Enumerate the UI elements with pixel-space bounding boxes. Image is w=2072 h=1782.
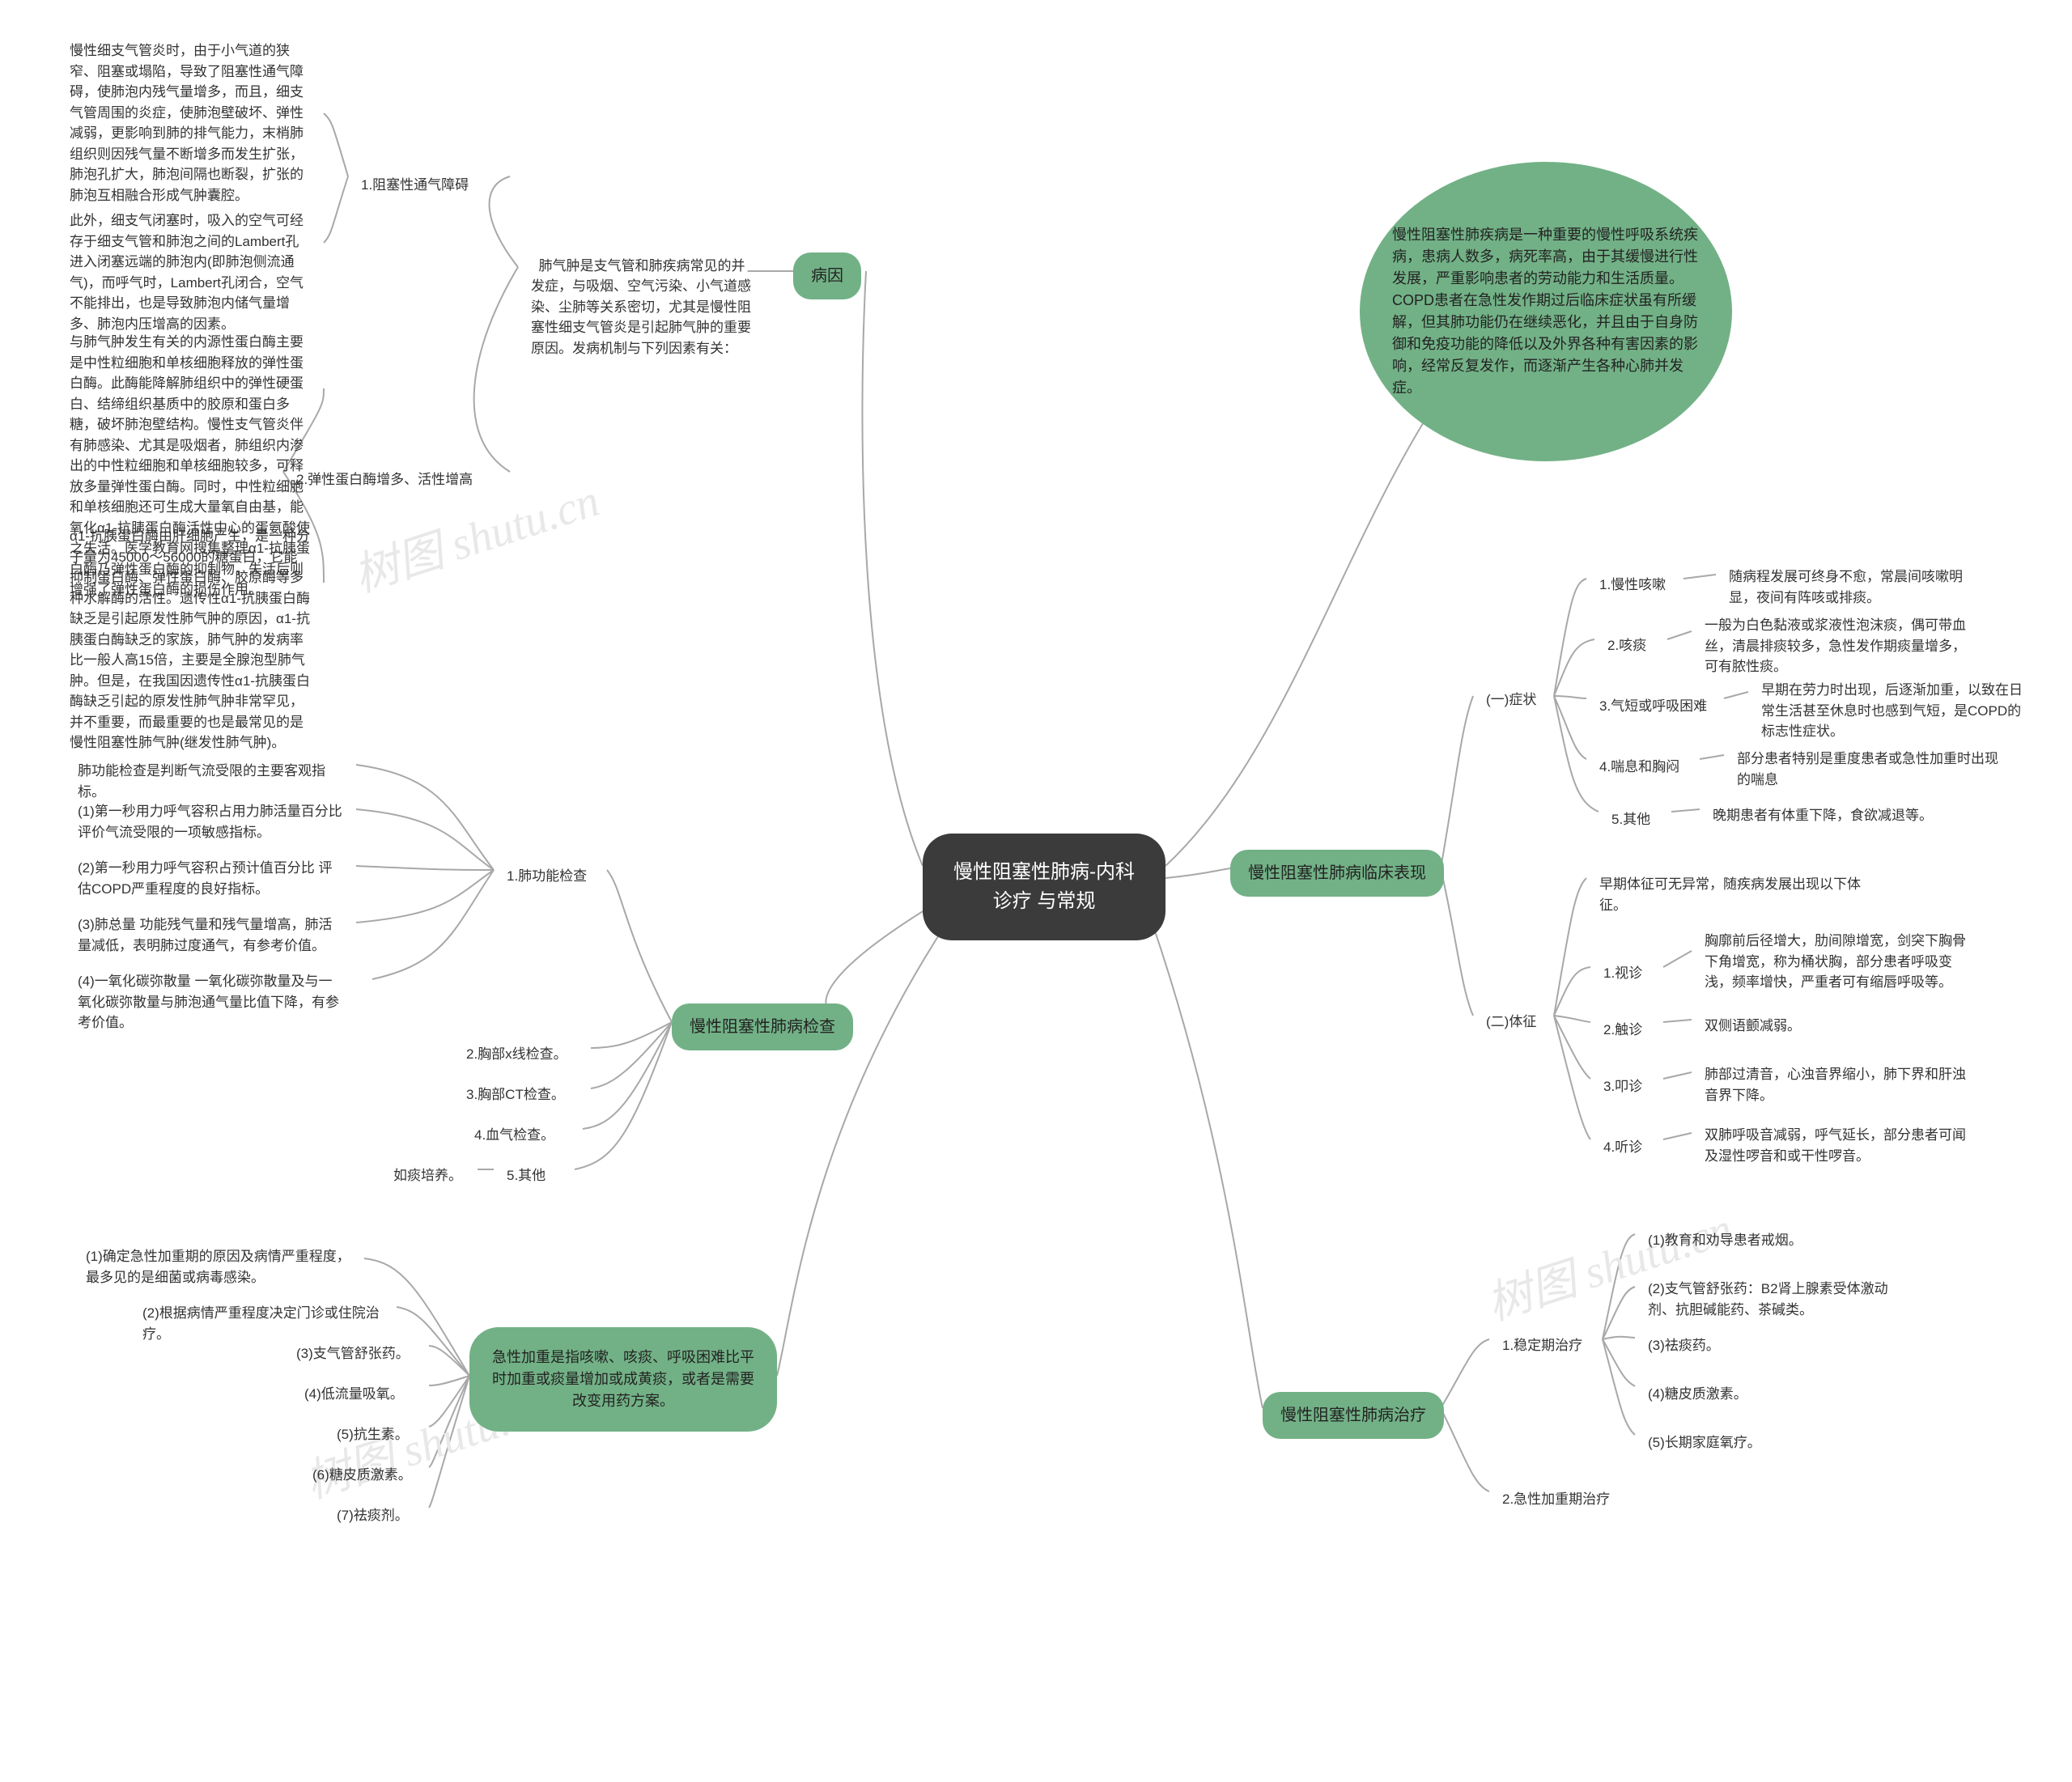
branch-treat-label: 慢性阻塞性肺病治疗	[1280, 1407, 1426, 1424]
clinical-group-1-intro: 早期体征可无异常，随疾病发展出现以下体征。	[1586, 866, 1878, 923]
clinical-0-item-3: 4.喘息和胸闷	[1586, 749, 1700, 786]
acute-item-4: (5)抗生素。	[324, 1416, 429, 1453]
clinical-1-item-1-detail: 双侧语颤减弱。	[1692, 1008, 1829, 1045]
clinical-0-item-0: 1.慢性咳嗽	[1586, 566, 1684, 604]
clinical-1-item-2: 3.叩诊	[1590, 1068, 1663, 1105]
branch-treat: 慢性阻塞性肺病治疗	[1263, 1392, 1444, 1439]
treat-item-0-detail-4: (5)长期家庭氧疗。	[1635, 1424, 1797, 1462]
exam-item-3: 4.血气检查。	[461, 1117, 583, 1154]
clinical-0-item-2-detail: 早期在劳力时出现，后逐渐加重，以致在日常生活甚至休息时也感到气短，是COPD的标…	[1748, 672, 2040, 750]
branch-acute-label: 急性加重是指咳嗽、咳痰、呼吸困难比平时加重或痰量增加或成黄痰，或者是需要改变用药…	[492, 1349, 754, 1409]
acute-item-3: (4)低流量吸氧。	[291, 1376, 429, 1413]
clinical-group-0: (一)症状	[1473, 681, 1554, 719]
branch-cause-label: 病因	[811, 267, 843, 285]
root-label: 慢性阻塞性肺病-内科诊疗 与常规	[953, 861, 1135, 912]
cause-item-0-detail-1: 此外，细支气闭塞时，吸入的空气可经存于细支气管和肺泡之间的Lambert孔进入闭…	[57, 202, 324, 342]
clinical-1-item-0-detail: 胸廓前后径增大，肋间隙增宽，剑突下胸骨下角增宽，称为桶状胸，部分患者呼吸变浅，频…	[1692, 923, 1983, 1001]
clinical-1-item-2-detail: 肺部过清音，心浊音界缩小，肺下界和肝浊音界下降。	[1692, 1056, 1983, 1114]
cause-item-0: 1.阻塞性通气障碍	[348, 167, 510, 204]
branch-acute: 急性加重是指咳嗽、咳痰、呼吸困难比平时加重或痰量增加或成黄痰，或者是需要改变用药…	[469, 1327, 777, 1432]
exam-item-0-detail-1: (1)第一秒用力呼气容积占用力肺活量百分比 评价气流受限的一项敏感指标。	[65, 793, 356, 851]
clinical-0-item-4: 5.其他	[1599, 801, 1671, 838]
exam-item-0-detail-2: (2)第一秒用力呼气容积占预计值百分比 评估COPD严重程度的良好指标。	[65, 850, 356, 907]
cause-desc: 肺气肿是支气管和肺疾病常见的并发症，与吸烟、空气污染、小气道感染、尘肺等关系密切…	[518, 227, 769, 367]
overview-bubble: 慢性阻塞性肺疾病是一种重要的慢性呼吸系统疾病，患病人数多，病死率高，由于其缓慢进…	[1360, 162, 1732, 461]
treat-item-0-detail-3: (4)糖皮质激素。	[1635, 1376, 1781, 1413]
treat-item-0-detail-0: (1)教育和劝导患者戒烟。	[1635, 1222, 1829, 1259]
treat-item-0: 1.稳定期治疗	[1489, 1327, 1603, 1364]
exam-item-4-detail-0: 如痰培养。	[380, 1157, 478, 1194]
acute-item-5: (6)糖皮质激素。	[299, 1457, 429, 1494]
treat-item-0-detail-1: (2)支气管舒张药：B2肾上腺素受体激动剂、抗胆碱能药、茶碱类。	[1635, 1271, 1926, 1328]
acute-item-0: (1)确定急性加重期的原因及病情严重程度，最多见的是细菌或病毒感染。	[73, 1238, 364, 1296]
clinical-0-item-2: 3.气短或呼吸困难	[1586, 688, 1724, 725]
treat-item-1: 2.急性加重期治疗	[1489, 1481, 1635, 1518]
cause-item-1-detail-1: α1-抗胰蛋白酶由肝细胞产生，是一种分子量为45000～56000的糖蛋白，它能…	[57, 518, 324, 762]
clinical-0-item-4-detail: 晚期患者有体重下降，食欲减退等。	[1700, 797, 1959, 834]
acute-item-2: (3)支气管舒张药。	[283, 1335, 429, 1373]
branch-exam: 慢性阻塞性肺病检查	[672, 1003, 853, 1050]
branch-clinical: 慢性阻塞性肺病临床表现	[1230, 850, 1444, 897]
exam-item-0-detail-3: (3)肺总量 功能残气量和残气量增高，肺活量减低，表明肺过度通气，有参考价值。	[65, 906, 356, 964]
branch-clinical-label: 慢性阻塞性肺病临床表现	[1248, 864, 1426, 882]
clinical-1-item-0: 1.视诊	[1590, 955, 1663, 992]
exam-item-2: 3.胸部CT检查。	[453, 1076, 591, 1114]
clinical-1-item-3-detail: 双肺呼吸音减弱，呼气延长，部分患者可闻及湿性啰音和或干性啰音。	[1692, 1117, 1983, 1174]
clinical-1-item-1: 2.触诊	[1590, 1012, 1663, 1049]
clinical-0-item-3-detail: 部分患者特别是重度患者或急性加重时出现的喘息	[1724, 740, 2015, 798]
clinical-1-item-3: 4.听诊	[1590, 1129, 1663, 1166]
exam-item-0: 1.肺功能检查	[494, 858, 607, 895]
branch-exam-label: 慢性阻塞性肺病检查	[690, 1018, 835, 1036]
acute-item-6: (7)祛痰剂。	[324, 1497, 429, 1534]
overview-text: 慢性阻塞性肺疾病是一种重要的慢性呼吸系统疾病，患病人数多，病死率高，由于其缓慢进…	[1392, 224, 1700, 399]
clinical-0-item-1: 2.咳痰	[1594, 627, 1667, 664]
clinical-group-1: (二)体征	[1473, 1003, 1554, 1041]
treat-item-0-detail-2: (3)祛痰药。	[1635, 1327, 1748, 1364]
exam-item-0-detail-4: (4)一氧化碳弥散量 一氧化碳弥散量及与一氧化碳弥散量与肺泡通气量比值下降，有参…	[65, 963, 356, 1042]
root-node: 慢性阻塞性肺病-内科诊疗 与常规	[923, 834, 1166, 940]
exam-item-4: 5.其他	[494, 1157, 575, 1194]
exam-item-1: 2.胸部x线检查。	[453, 1036, 591, 1073]
branch-cause: 病因	[793, 252, 861, 299]
cause-item-0-detail-0: 慢性细支气管炎时，由于小气道的狭窄、阻塞或塌陷，导致了阻塞性通气障碍，使肺泡内残…	[57, 32, 324, 214]
